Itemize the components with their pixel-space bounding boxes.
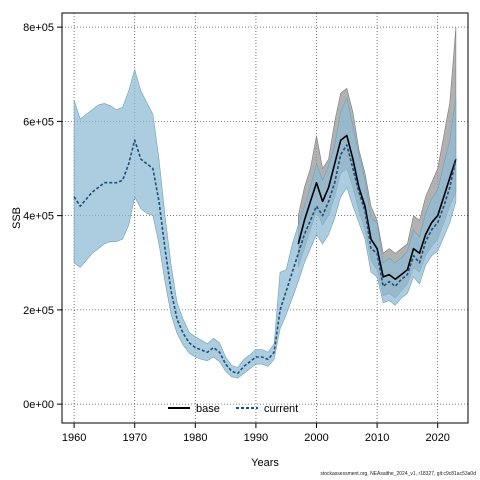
legend: base current xyxy=(168,403,298,415)
current-confidence-band xyxy=(73,68,457,379)
legend-base-label: base xyxy=(196,403,220,415)
x-tick-label: 1970 xyxy=(122,432,146,444)
x-tick-label: 2020 xyxy=(425,432,449,444)
y-tick-label: 6e+05 xyxy=(23,116,54,128)
y-axis-title: SSB xyxy=(11,207,23,229)
x-tick-label: 1990 xyxy=(244,432,268,444)
x-tick-label: 2010 xyxy=(365,432,389,444)
footer-credit: stockassessment.org, NEAsaithe_2024_v1, … xyxy=(320,471,476,477)
y-tick-label: 0e+00 xyxy=(23,399,54,411)
y-tick-label: 8e+05 xyxy=(23,22,54,34)
base-series-line xyxy=(297,134,457,281)
x-tick-label: 1980 xyxy=(183,432,207,444)
axis-ticks: 1960 1970 1980 1990 2000 2010 2020 0e+00 2e+05 4e… xyxy=(23,22,450,444)
x-tick-label: 1960 xyxy=(62,432,86,444)
legend-current-label: current xyxy=(264,403,298,415)
plot-frame xyxy=(61,12,469,424)
x-tick-label: 2000 xyxy=(304,432,328,444)
confidence-bands xyxy=(73,27,457,379)
y-tick-label: 2e+05 xyxy=(23,305,54,317)
series-lines xyxy=(73,134,457,375)
y-tick-label: 4e+05 xyxy=(23,211,54,223)
current-series-line xyxy=(73,139,457,375)
x-axis-title: Years xyxy=(251,457,279,469)
